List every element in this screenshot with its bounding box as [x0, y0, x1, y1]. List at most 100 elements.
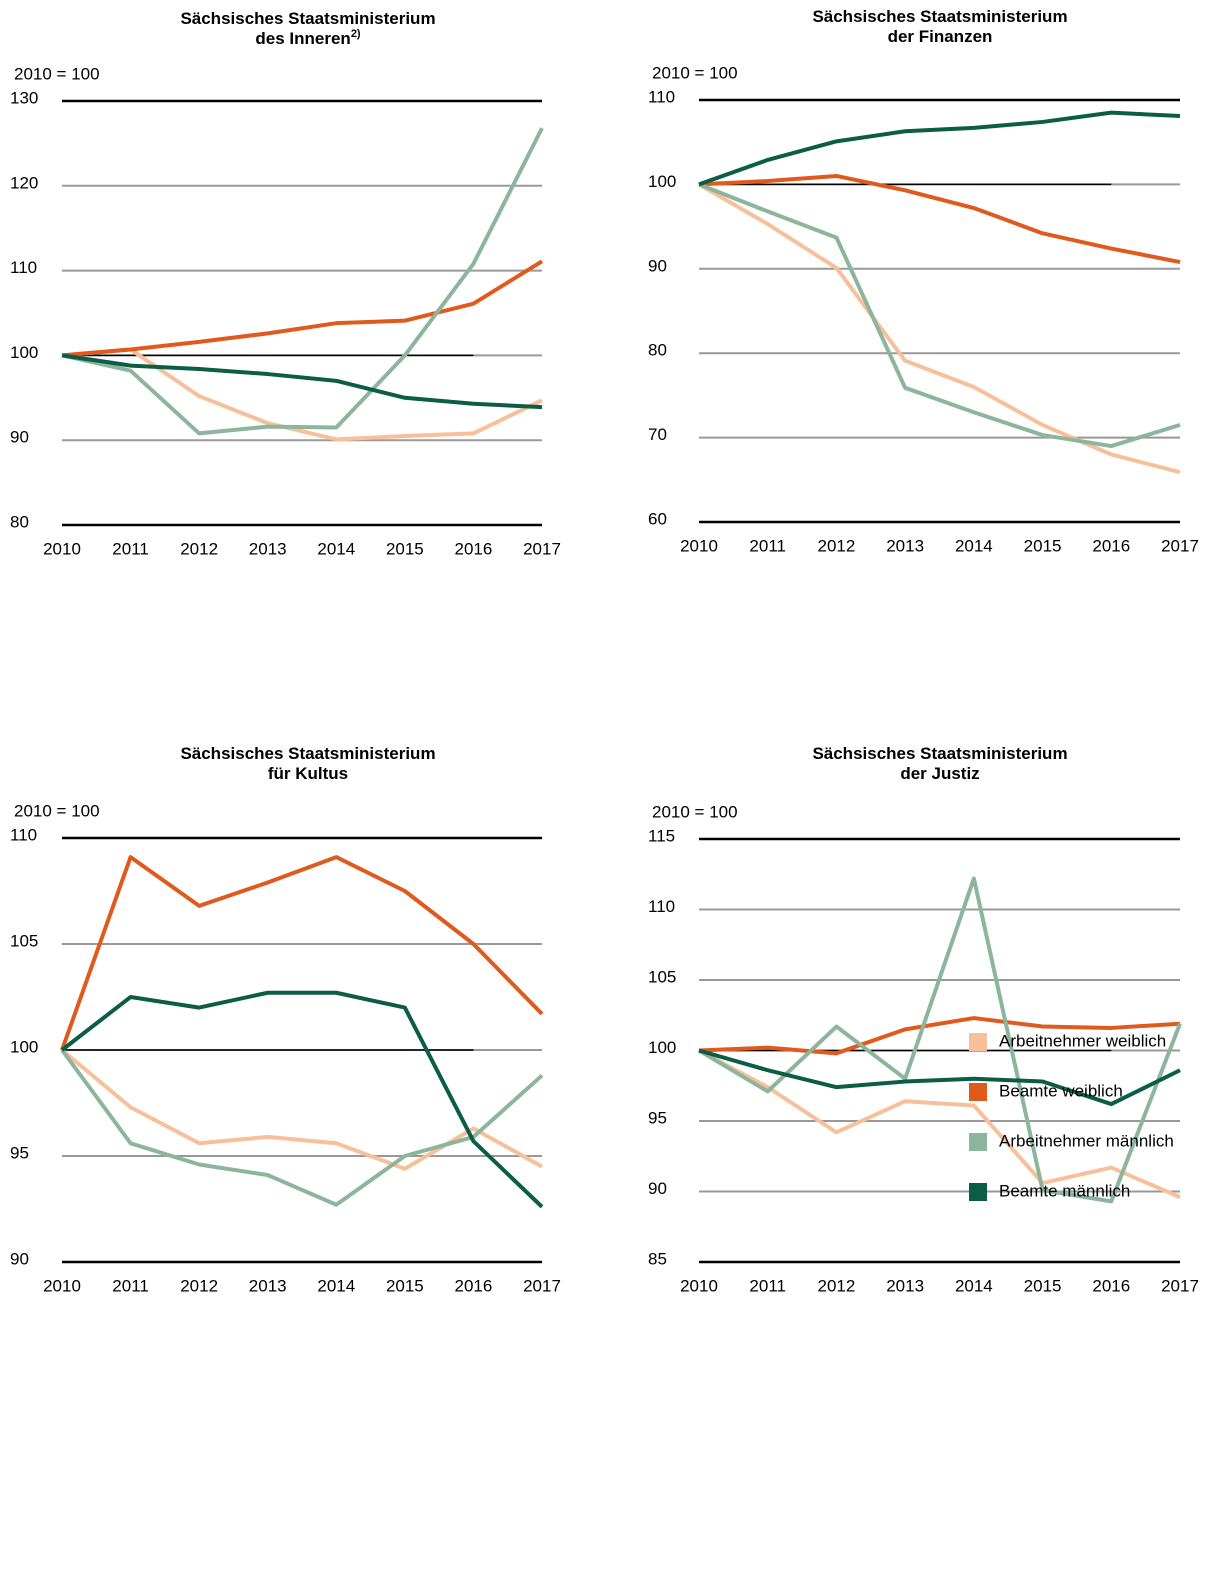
series-line [697, 876, 1182, 1204]
x-tick-label: 2012 [180, 1276, 218, 1295]
y-tick-label: 120 [10, 173, 38, 192]
y-axis-label: 2010 = 100 [14, 801, 100, 820]
x-tick-label: 2010 [43, 539, 81, 558]
chart-title: Sächsisches Staatsministerium [180, 744, 435, 763]
x-tick-label: 2010 [680, 1276, 718, 1295]
series-line [60, 1048, 544, 1207]
y-tick-label: 90 [648, 1179, 667, 1198]
x-tick-label: 2014 [955, 536, 993, 555]
x-tick-label: 2011 [112, 1276, 149, 1295]
x-tick-label: 2013 [249, 1276, 287, 1295]
legend-swatch [969, 1183, 987, 1201]
y-axis-label: 2010 = 100 [652, 802, 738, 821]
chart-title: des Inneren2) [255, 28, 361, 49]
series-line [698, 173, 1181, 265]
x-tick-label: 2012 [818, 1276, 856, 1295]
y-tick-label: 80 [648, 341, 667, 360]
x-tick-label: 2012 [818, 536, 856, 555]
chart-title-line: für Kultus [268, 764, 348, 783]
legend-label: Beamte weiblich [999, 1081, 1123, 1100]
series-line [61, 127, 544, 436]
series-line [60, 990, 544, 1209]
title-note: 2) [351, 28, 361, 40]
y-tick-label: 90 [648, 256, 667, 275]
x-tick-label: 2011 [749, 1276, 786, 1295]
y-tick-label: 105 [10, 931, 38, 950]
y-tick-label: 105 [648, 967, 676, 986]
y-axis-label: 2010 = 100 [652, 63, 738, 82]
y-tick-label: 110 [648, 87, 675, 106]
chart-title-line: Sächsisches Staatsministerium [180, 9, 435, 28]
legend-label: Arbeitnehmer weiblich [999, 1031, 1166, 1050]
y-tick-label: 70 [648, 425, 667, 444]
y-tick-label: 100 [10, 1037, 38, 1056]
series-line [60, 1048, 543, 1171]
y-tick-label: 110 [10, 825, 37, 844]
legend-label: Beamte männlich [999, 1181, 1130, 1200]
y-tick-label: 85 [648, 1249, 667, 1268]
series-line [61, 347, 543, 442]
x-tick-label: 2014 [317, 539, 355, 558]
series-line [698, 182, 1181, 475]
y-tick-label: 130 [10, 88, 38, 107]
y-axis-label: 2010 = 100 [14, 64, 100, 83]
y-tick-label: 95 [648, 1108, 667, 1127]
y-tick-label: 60 [648, 509, 667, 528]
chart-title: Sächsisches Staatsministerium [180, 9, 435, 28]
x-tick-label: 2012 [180, 539, 218, 558]
chart-title-line: Sächsisches Staatsministerium [812, 744, 1067, 763]
y-tick-label: 90 [10, 1249, 29, 1268]
y-tick-label: 110 [648, 897, 675, 916]
chart-title: Sächsisches Staatsministerium [812, 7, 1067, 26]
x-tick-label: 2017 [523, 539, 561, 558]
legend-swatch [969, 1133, 987, 1151]
x-tick-label: 2014 [955, 1276, 993, 1295]
series-line [698, 1016, 1181, 1056]
x-tick-label: 2017 [1161, 536, 1199, 555]
chart-title: für Kultus [268, 764, 348, 783]
series-line [60, 855, 544, 1051]
series-line [61, 259, 544, 358]
x-tick-label: 2016 [1092, 536, 1130, 555]
legend-swatch [969, 1033, 987, 1051]
y-tick-label: 100 [648, 172, 676, 191]
x-tick-label: 2013 [886, 536, 924, 555]
chart-title-line: der Justiz [900, 764, 979, 783]
series-line [698, 1048, 1181, 1199]
chart-title-line: Sächsisches Staatsministerium [812, 7, 1067, 26]
x-tick-label: 2016 [455, 539, 493, 558]
x-tick-label: 2016 [455, 1276, 493, 1295]
y-tick-label: 110 [10, 258, 37, 277]
x-tick-label: 2017 [523, 1276, 561, 1295]
x-tick-label: 2015 [386, 539, 424, 558]
x-tick-label: 2011 [749, 536, 786, 555]
x-tick-label: 2014 [317, 1276, 355, 1295]
legend-swatch [969, 1083, 987, 1101]
x-tick-label: 2011 [112, 539, 149, 558]
y-tick-label: 95 [10, 1143, 29, 1162]
chart-title-line: des Inneren [255, 29, 350, 48]
x-tick-label: 2015 [1024, 1276, 1062, 1295]
series-line [61, 353, 543, 410]
x-tick-label: 2015 [1024, 536, 1062, 555]
x-tick-label: 2010 [680, 536, 718, 555]
x-tick-label: 2010 [43, 1276, 81, 1295]
chart-title: der Justiz [900, 764, 979, 783]
y-tick-label: 80 [10, 512, 29, 531]
x-tick-label: 2013 [249, 539, 287, 558]
legend-label: Arbeitnehmer männlich [999, 1131, 1174, 1150]
y-tick-label: 100 [10, 343, 38, 362]
y-tick-label: 115 [648, 826, 675, 845]
x-tick-label: 2017 [1161, 1276, 1199, 1295]
y-tick-label: 90 [10, 428, 29, 447]
chart-title: Sächsisches Staatsministerium [812, 744, 1067, 763]
y-tick-label: 100 [648, 1038, 676, 1057]
series-line [698, 182, 1181, 449]
series-line [698, 1048, 1181, 1107]
chart-title: der Finanzen [888, 27, 993, 46]
series-line [698, 110, 1181, 187]
x-tick-label: 2015 [386, 1276, 424, 1295]
chart-title-line: Sächsisches Staatsministerium [180, 744, 435, 763]
